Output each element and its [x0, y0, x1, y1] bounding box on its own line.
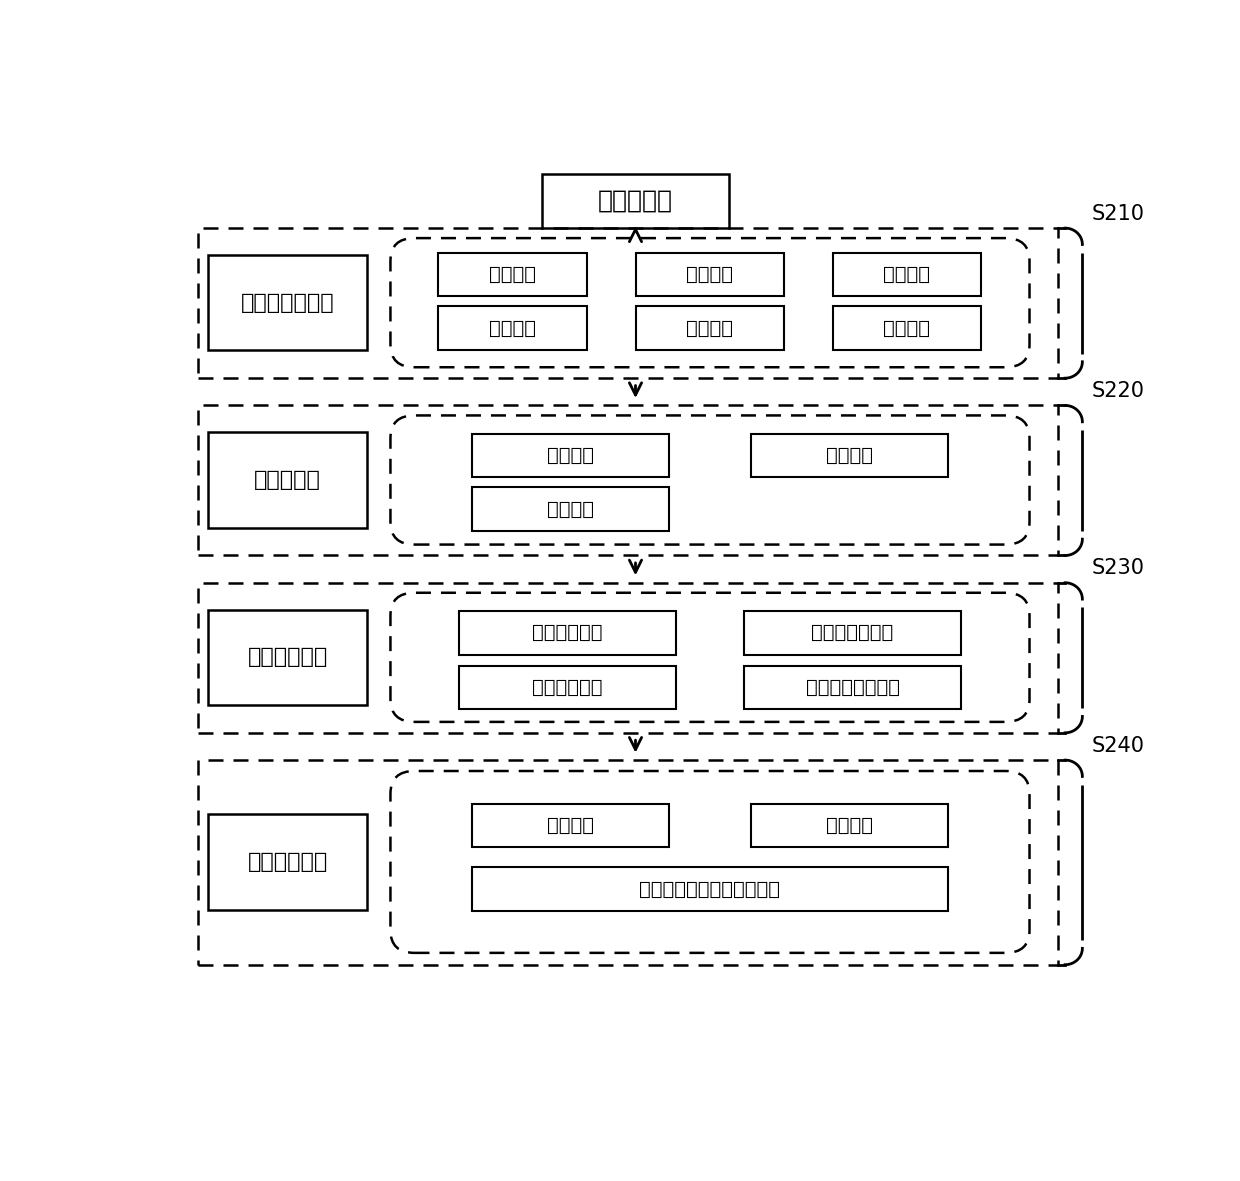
Bar	[208, 255, 367, 351]
Bar	[472, 488, 670, 531]
Bar	[751, 433, 947, 477]
Text: 数据归约: 数据归约	[547, 500, 594, 518]
Bar	[439, 253, 588, 296]
Text: 数据转换: 数据转换	[826, 446, 873, 465]
Bar	[832, 253, 982, 296]
Bar	[751, 804, 947, 848]
Text: 数据统计: 数据统计	[883, 265, 930, 283]
Text: 新能源汽车: 新能源汽车	[598, 189, 673, 213]
Text: S230: S230	[1092, 559, 1145, 579]
Bar	[832, 306, 982, 350]
Text: 数据解析: 数据解析	[687, 265, 734, 283]
Text: 系统管理: 系统管理	[490, 319, 537, 338]
Text: S220: S220	[1092, 381, 1145, 400]
Bar	[744, 666, 961, 709]
Bar	[459, 611, 676, 654]
Bar	[198, 761, 1059, 965]
Text: 相关性判别分析: 相关性判别分析	[811, 624, 894, 642]
Text: 数据预处理: 数据预处理	[254, 470, 321, 490]
Bar	[744, 611, 961, 654]
Bar	[198, 582, 1059, 732]
Text: 数据挖掘模型: 数据挖掘模型	[248, 647, 327, 667]
Bar	[472, 804, 670, 848]
Bar	[208, 609, 367, 705]
Bar	[472, 433, 670, 477]
Bar	[542, 174, 729, 228]
Text: 模型评估: 模型评估	[547, 816, 594, 835]
Bar	[472, 867, 947, 911]
Bar	[459, 666, 676, 709]
Text: 数据透传: 数据透传	[883, 319, 930, 338]
Bar	[439, 306, 588, 350]
Text: 电池数据预测模型: 电池数据预测模型	[806, 678, 899, 697]
Text: 大数据分析平台: 大数据分析平台	[241, 293, 335, 313]
Text: 实际运行车辆电池健康预测: 实际运行车辆电池健康预测	[640, 880, 780, 899]
Text: S240: S240	[1092, 736, 1145, 756]
Text: 线性判别分析: 线性判别分析	[532, 678, 603, 697]
Bar	[636, 306, 785, 350]
Bar	[198, 228, 1059, 378]
Text: 文件管理: 文件管理	[687, 319, 734, 338]
Bar	[198, 405, 1059, 555]
Text: 数据清洗: 数据清洗	[547, 446, 594, 465]
Text: 数据统计分类: 数据统计分类	[532, 624, 603, 642]
Text: 算法优化: 算法优化	[826, 816, 873, 835]
Bar	[208, 814, 367, 909]
Text: S210: S210	[1092, 203, 1145, 223]
Bar	[636, 253, 785, 296]
Text: 数据接口: 数据接口	[490, 265, 537, 283]
Bar	[208, 432, 367, 528]
Text: 电池健康预测: 电池健康预测	[248, 852, 327, 872]
